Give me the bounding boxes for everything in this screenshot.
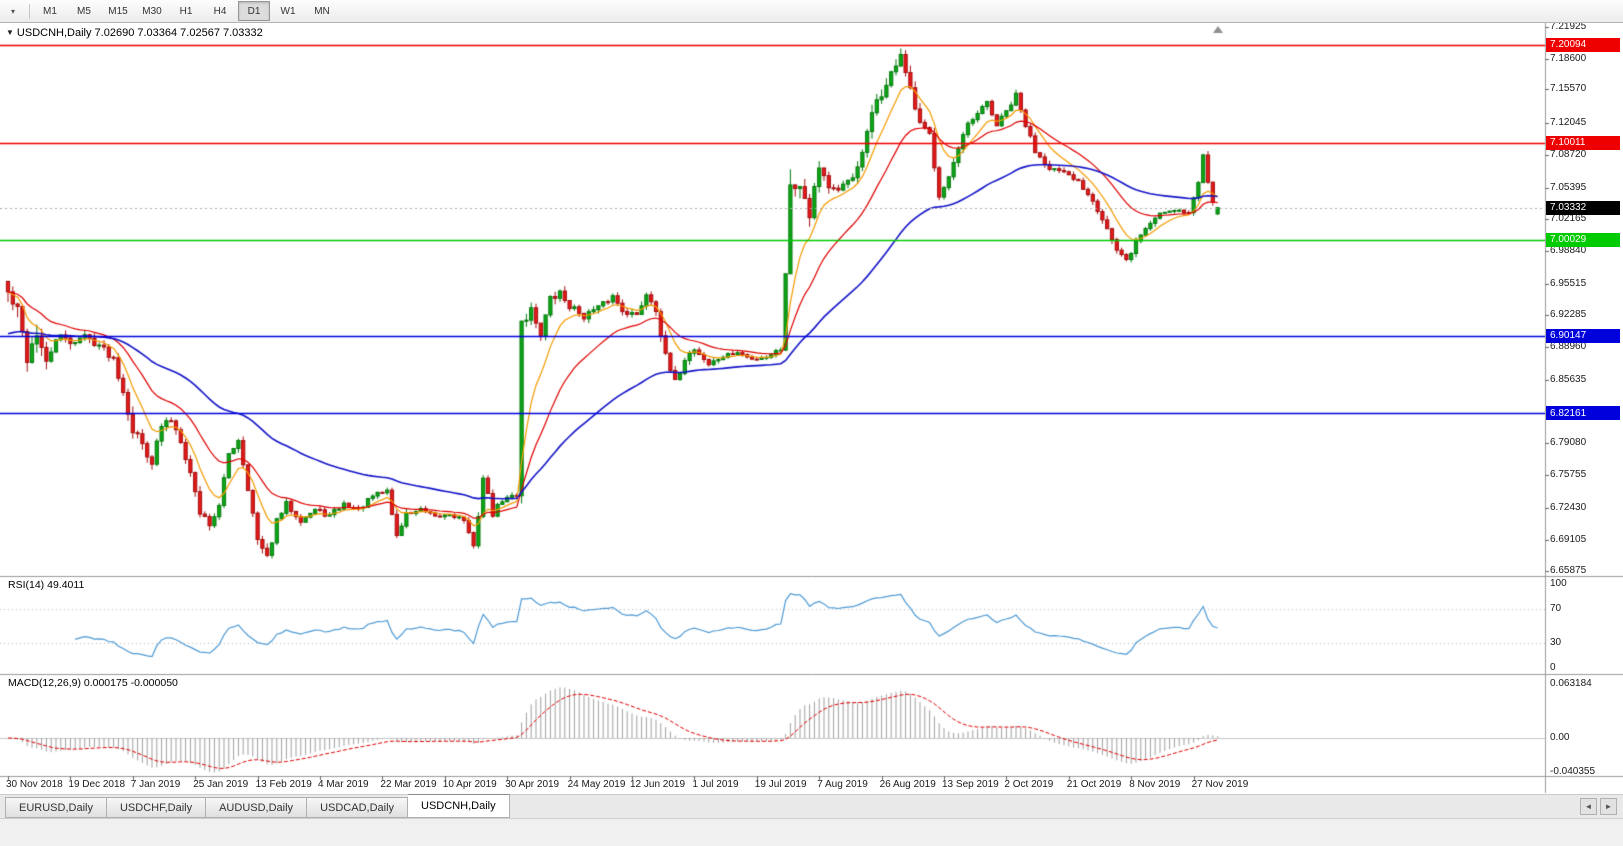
chart-tab-audusd[interactable]: AUDUSD,Daily [206, 797, 308, 818]
period-button-m30[interactable]: M30 [142, 5, 162, 17]
chart-tab-usdcad[interactable]: USDCAD,Daily [307, 797, 409, 818]
tabs-scroll-left-icon[interactable]: ◄ [1580, 798, 1597, 815]
chart-tab-bar: EURUSD,Daily USDCHF,Daily AUDUSD,Daily USDC… [0, 794, 1623, 846]
tabs-scroll-right-icon[interactable]: ► [1600, 798, 1617, 815]
period-button-mn[interactable]: MN [314, 5, 330, 17]
period-button-h4[interactable]: H4 [213, 5, 227, 17]
period-button-m5[interactable]: M5 [77, 5, 91, 17]
timeframe-toolbar: ▾ M1 M5 M15 M30 H1 H4 D1 W1 MN [0, 0, 1623, 23]
chart-tab-eurusd[interactable]: EURUSD,Daily [5, 797, 107, 818]
toolbar-separator [29, 3, 30, 19]
period-button-w1[interactable]: W1 [280, 5, 296, 17]
tab-row: EURUSD,Daily USDCHF,Daily AUDUSD,Daily USDC… [0, 794, 1623, 819]
period-button-m15[interactable]: M15 [108, 5, 128, 17]
chart-tab-usdchf[interactable]: USDCHF,Daily [106, 797, 207, 818]
period-button-h1[interactable]: H1 [179, 5, 193, 17]
period-button-d1[interactable]: D1 [238, 1, 270, 21]
period-button-m1[interactable]: M1 [43, 5, 57, 17]
tab-scroll-arrows: ◄ ► [1580, 798, 1617, 815]
period-button-group: M1 M5 M15 M30 H1 H4 D1 W1 MN [33, 1, 339, 21]
chart-tab-usdcnh[interactable]: USDCNH,Daily [408, 794, 510, 818]
chart-menu-icon[interactable]: ▾ [10, 6, 15, 16]
